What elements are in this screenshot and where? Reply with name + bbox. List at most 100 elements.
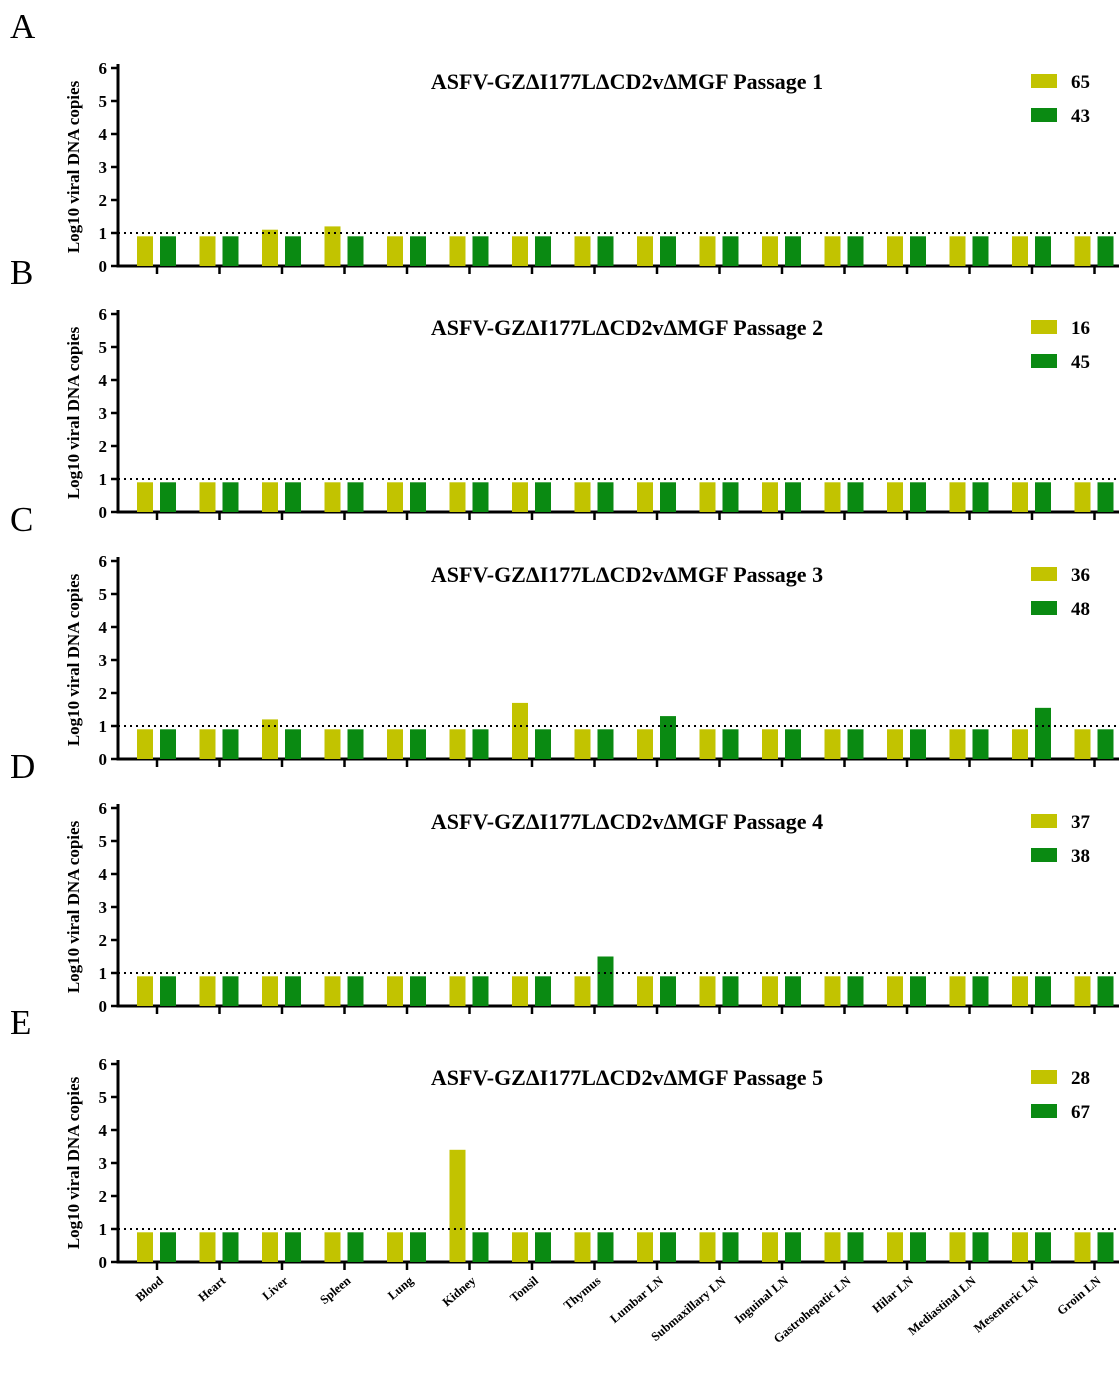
bar-series-1 <box>512 976 528 1006</box>
bar-series-2 <box>1097 729 1114 759</box>
y-tick-label: 4 <box>99 125 108 144</box>
bar-series-1 <box>387 1232 403 1262</box>
bar-series-1 <box>324 976 341 1006</box>
y-tick-label: 6 <box>99 1055 108 1074</box>
bar-series-2 <box>785 729 801 759</box>
x-tick-label: Tonsil <box>507 1273 541 1305</box>
y-tick-label: 6 <box>99 59 108 78</box>
y-tick-label: 0 <box>99 503 108 522</box>
bar-series-1 <box>324 482 341 512</box>
y-axis-label: Log10 viral DNA copies <box>64 573 83 746</box>
y-tick-label: 5 <box>99 92 108 111</box>
bar-series-1 <box>199 236 216 266</box>
legend-swatch <box>1031 601 1057 615</box>
bar-series-1 <box>262 482 278 512</box>
bar-series-2 <box>847 729 864 759</box>
x-tick-label: Mesenteric LN <box>971 1274 1041 1336</box>
bar-series-2 <box>722 1232 739 1262</box>
bar-series-2 <box>597 482 614 512</box>
chart-panel-c: C Log10 viral DNA copies 0 1 2 3 4 5 6 ASFV-GZΔI1… <box>10 500 1119 769</box>
bar-series-2 <box>535 976 551 1006</box>
chart-panel-a: A Log10 viral DNA copies 0 1 2 3 4 5 6 ASFV-GZΔI1… <box>10 7 1119 276</box>
bar-series-2 <box>785 976 801 1006</box>
bar-series-2 <box>972 1232 989 1262</box>
bar-series-1 <box>637 236 653 266</box>
bar-series-1 <box>762 236 778 266</box>
bar-series-2 <box>222 236 239 266</box>
bar-series-2 <box>722 236 739 266</box>
y-tick-label: 3 <box>99 158 108 177</box>
bar-series-1 <box>1012 236 1028 266</box>
y-tick-label: 5 <box>99 832 108 851</box>
bar-series-1 <box>262 1232 278 1262</box>
bar-series-1 <box>699 976 716 1006</box>
legend-label: 65 <box>1071 72 1090 93</box>
bar-series-2 <box>285 729 301 759</box>
y-axis-label: Log10 viral DNA copies <box>64 326 83 499</box>
legend-label: 28 <box>1071 1068 1090 1089</box>
bar-series-2 <box>472 976 489 1006</box>
y-tick-label: 4 <box>99 1121 108 1140</box>
bar-series-1 <box>1074 482 1091 512</box>
bar-series-2 <box>472 1232 489 1262</box>
bar-series-1 <box>1074 1232 1091 1262</box>
bar-series-1 <box>1012 482 1028 512</box>
bar-series-2 <box>660 976 676 1006</box>
chart-title: ASFV-GZΔI177LΔCD2vΔMGF Passage 1 <box>431 69 823 94</box>
bar-series-2 <box>847 482 864 512</box>
bar-series-1 <box>137 1232 153 1262</box>
chart-panel-d: D Log10 viral DNA copies 0 1 2 3 4 5 6 ASFV-GZΔI1… <box>10 747 1119 1016</box>
bar-series-1 <box>699 482 716 512</box>
bar-series-1 <box>574 729 591 759</box>
bar-series-1 <box>449 729 466 759</box>
bar-series-2 <box>722 482 739 512</box>
bar-series-1 <box>1012 729 1028 759</box>
bar-series-2 <box>410 482 426 512</box>
bar-series-1 <box>949 482 966 512</box>
bar-series-1 <box>637 1232 653 1262</box>
y-tick-label: 3 <box>99 404 108 423</box>
legend-swatch <box>1031 354 1057 368</box>
bar-series-1 <box>949 236 966 266</box>
bar-series-2 <box>785 1232 801 1262</box>
bar-series-2 <box>847 1232 864 1262</box>
y-tick-label: 2 <box>99 437 108 456</box>
chart-title: ASFV-GZΔI177LΔCD2vΔMGF Passage 3 <box>431 562 823 587</box>
bar-series-1 <box>887 482 903 512</box>
y-tick-label: 3 <box>99 1154 108 1173</box>
y-tick-label: 0 <box>99 1253 108 1272</box>
y-tick-label: 2 <box>99 931 108 950</box>
bar-series-2 <box>222 1232 239 1262</box>
bar-series-1 <box>262 229 278 266</box>
bar-series-2 <box>160 482 176 512</box>
bar-series-2 <box>410 976 426 1006</box>
legend-label: 37 <box>1071 812 1091 833</box>
legend-swatch <box>1031 1104 1057 1118</box>
bar-series-1 <box>1074 976 1091 1006</box>
y-tick-label: 2 <box>99 191 108 210</box>
y-tick-label: 4 <box>99 865 108 884</box>
y-tick-label: 2 <box>99 1187 108 1206</box>
legend-label: 38 <box>1071 846 1090 867</box>
bar-series-1 <box>324 226 341 266</box>
bar-series-2 <box>160 976 176 1006</box>
bar-series-1 <box>699 729 716 759</box>
bar-series-1 <box>262 976 278 1006</box>
bar-series-2 <box>722 976 739 1006</box>
panel-label: B <box>10 253 33 292</box>
bar-series-2 <box>722 729 739 759</box>
y-tick-label: 6 <box>99 305 108 324</box>
bar-series-2 <box>472 236 489 266</box>
bar-series-1 <box>1074 236 1091 266</box>
bar-series-2 <box>160 236 176 266</box>
bar-series-1 <box>324 729 341 759</box>
legend-swatch <box>1031 74 1057 88</box>
bar-series-1 <box>1012 1232 1028 1262</box>
y-tick-label: 1 <box>99 470 108 489</box>
bar-series-2 <box>535 482 551 512</box>
legend-label: 36 <box>1071 565 1090 586</box>
chart-panel-e: E Log10 viral DNA copies 0 1 2 3 4 5 6 ASFV-GZΔI1… <box>10 1003 1119 1346</box>
bar-series-1 <box>824 976 841 1006</box>
panel-label: E <box>10 1003 31 1042</box>
